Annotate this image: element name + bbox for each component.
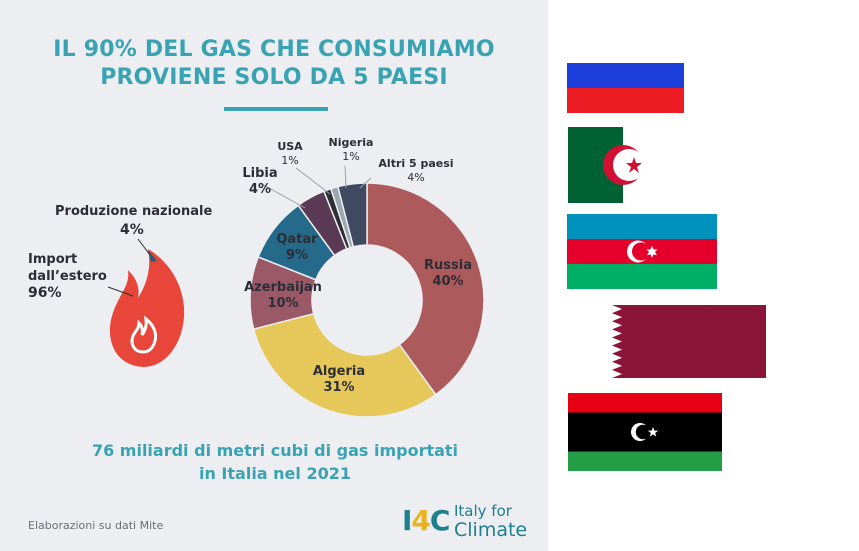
label-altri-name: Altri 5 paesi <box>378 157 454 170</box>
donut-chart <box>249 165 485 418</box>
infographic-panel: IL 90% DEL GAS CHE CONSUMIAMO PROVIENE S… <box>0 0 548 551</box>
label-qatar-value: 9% <box>285 248 309 263</box>
label-azerbaijan: Azerbaijan 10% <box>238 280 328 312</box>
label-libia: Libia 4% <box>235 166 285 198</box>
label-azerbaijan-name: Azerbaijan <box>244 280 322 295</box>
label-usa-value: 1% <box>281 154 299 167</box>
subtitle-line-1: 76 miliardi di metri cubi di gas importa… <box>91 441 459 460</box>
national-production-label: Produzione nazionale <box>55 203 212 220</box>
title-line-1: IL 90% DEL GAS CHE CONSUMIAMO <box>53 37 495 62</box>
leader-line <box>359 177 372 189</box>
slice-russia <box>366 182 485 396</box>
national-production-value: 4% <box>120 222 144 238</box>
label-qatar: Qatar 9% <box>267 232 327 264</box>
subtitle-line-2: in Italia nel 2021 <box>198 464 351 483</box>
import-label: Import dall’estero 96% <box>28 251 107 302</box>
logo-mark: I4C <box>402 504 451 538</box>
import-value: 96% <box>28 285 62 301</box>
label-russia: Russia 40% <box>413 258 483 290</box>
qatar-flag-icon <box>566 305 766 378</box>
label-altri: Altri 5 paesi 4% <box>374 157 458 185</box>
label-usa-name: USA <box>277 140 303 153</box>
label-azerbaijan-value: 10% <box>267 296 299 311</box>
import-label-line-1: Import <box>28 252 78 267</box>
import-label-line-2: dall’estero <box>28 269 107 284</box>
logo-text-line-1: Italy for <box>454 502 512 520</box>
leader-line <box>259 182 306 209</box>
label-altri-value: 4% <box>407 171 425 184</box>
slice-algeria <box>252 312 437 418</box>
label-qatar-name: Qatar <box>276 232 318 247</box>
label-algeria: Algeria 31% <box>304 364 374 396</box>
russia-flag-icon <box>567 38 684 113</box>
label-russia-value: 40% <box>432 274 464 289</box>
subtitle: 76 miliardi di metri cubi di gas importa… <box>70 439 480 485</box>
source-note: Elaborazioni su dati Mite <box>28 519 164 532</box>
label-algeria-value: 31% <box>323 380 355 395</box>
logo-text: Italy for Climate <box>454 502 528 541</box>
label-russia-name: Russia <box>424 258 472 273</box>
azerbaijan-flag-icon <box>567 214 717 289</box>
label-libia-value: 4% <box>248 182 272 197</box>
page-title: IL 90% DEL GAS CHE CONSUMIAMO PROVIENE S… <box>0 36 548 92</box>
national-production-text: Produzione nazionale <box>55 204 213 219</box>
flame-icon <box>107 238 185 367</box>
label-nigeria: Nigeria 1% <box>322 136 380 164</box>
label-usa: USA 1% <box>270 140 310 168</box>
label-libia-name: Libia <box>242 166 278 181</box>
algeria-flag-icon <box>568 127 678 203</box>
logo-text-line-2: Climate <box>454 519 528 541</box>
libya-flag-icon <box>568 393 722 471</box>
logo-mark-i: I <box>402 504 412 537</box>
logo-mark-4: 4 <box>411 504 431 537</box>
leader-line <box>344 165 347 189</box>
title-underline <box>224 107 328 111</box>
title-line-2: PROVIENE SOLO DA 5 PAESI <box>100 65 448 90</box>
slice-altri-5-paesi <box>336 182 368 248</box>
label-algeria-name: Algeria <box>312 364 366 379</box>
leader-line <box>295 167 331 195</box>
label-nigeria-value: 1% <box>342 150 360 163</box>
logo-mark-c: C <box>429 504 451 537</box>
label-nigeria-name: Nigeria <box>328 136 374 149</box>
